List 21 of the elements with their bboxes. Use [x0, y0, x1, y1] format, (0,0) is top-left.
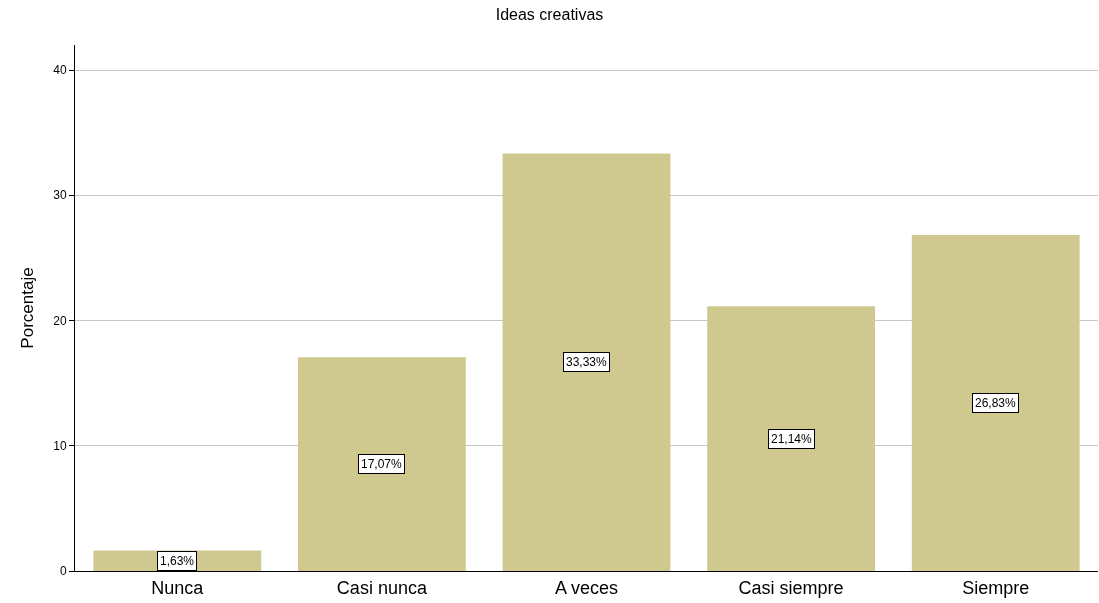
chart-title: Ideas creativas — [495, 6, 604, 24]
bar — [298, 357, 466, 571]
data-label: 1,63% — [160, 554, 195, 568]
bar — [707, 306, 875, 571]
y-tick-label: 0 — [59, 564, 67, 579]
data-label: 21,14% — [771, 432, 813, 446]
x-tick-label: A veces — [554, 577, 619, 598]
bar — [911, 234, 1080, 571]
y-tick-label: 40 — [53, 63, 67, 78]
data-label: 17,07% — [361, 457, 403, 471]
y-axis-title: Porcentaje — [17, 267, 37, 349]
data-label: 26,83% — [975, 396, 1017, 410]
x-tick-label: Siempre — [962, 577, 1030, 598]
y-tick-label: 10 — [53, 438, 67, 453]
x-tick-label: Casi nunca — [336, 577, 428, 598]
y-tick-label: 20 — [53, 313, 67, 328]
data-label: 33,33% — [566, 355, 608, 369]
x-tick-label: Casi siempre — [738, 577, 844, 598]
bar — [502, 153, 671, 571]
x-tick-label: Nunca — [151, 577, 205, 598]
y-tick-label: 30 — [53, 188, 67, 203]
